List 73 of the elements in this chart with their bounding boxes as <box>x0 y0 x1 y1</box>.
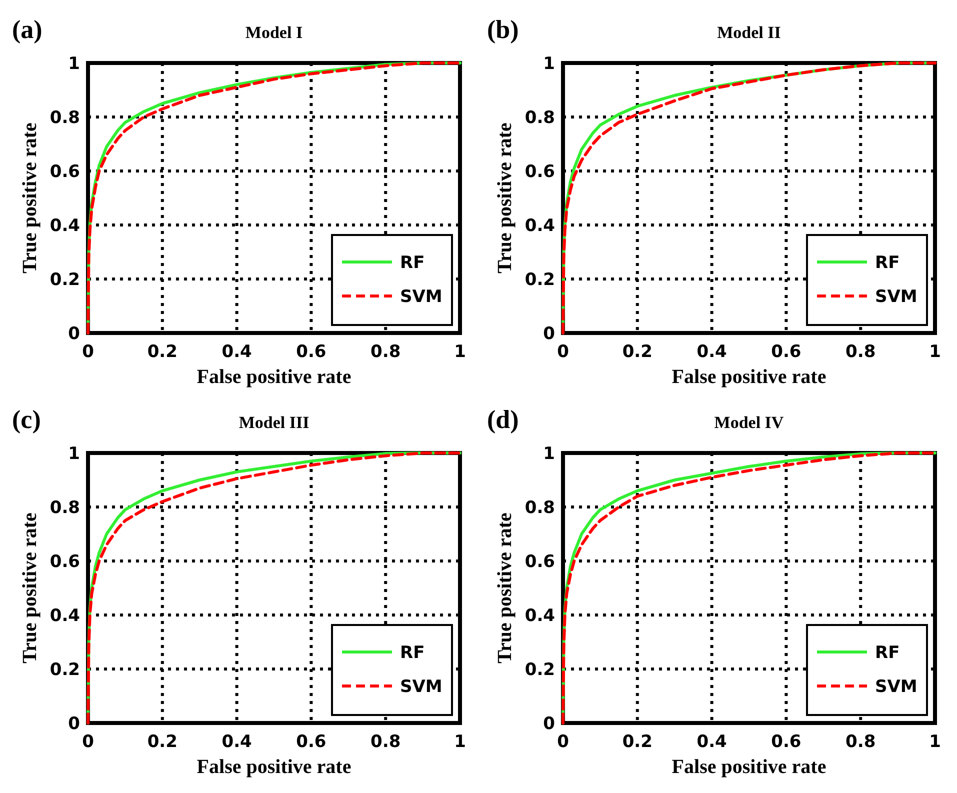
y-tick-label: 0.2 <box>524 660 555 680</box>
x-tick-label: 1 <box>929 732 941 752</box>
y-tick-label: 0.4 <box>524 216 556 236</box>
x-tick-label: 0.6 <box>296 732 326 752</box>
legend-label: SVM <box>875 287 918 307</box>
x-tick-label: 0.4 <box>696 732 728 752</box>
x-tick-label: 0.6 <box>771 732 802 752</box>
y-tick-label: 1 <box>543 444 555 464</box>
x-tick-label: 0.8 <box>370 342 401 362</box>
x-tick-label: 0.8 <box>846 732 876 752</box>
chart-title: Model III <box>238 413 310 432</box>
y-tick-label: 0.4 <box>524 606 556 626</box>
y-tick-label: 0.8 <box>524 498 555 518</box>
legend-label: SVM <box>400 287 442 307</box>
y-axis-title: True positive rate <box>19 512 41 664</box>
y-tick-label: 0.2 <box>50 270 80 290</box>
x-tick-label: 0 <box>82 342 94 362</box>
y-tick-label: 0.8 <box>524 108 555 128</box>
x-axis-title: False positive rate <box>196 756 352 778</box>
y-tick-label: 0.6 <box>524 552 555 572</box>
x-tick-label: 1 <box>454 342 466 362</box>
legend-label: SVM <box>875 677 918 697</box>
x-tick-label: 0 <box>82 732 94 752</box>
y-tick-label: 1 <box>543 54 555 74</box>
x-tick-label: 0.6 <box>296 342 326 362</box>
y-tick-label: 0.6 <box>524 162 555 182</box>
chart-title: Model I <box>245 23 303 42</box>
x-tick-label: 1 <box>929 342 941 362</box>
text: (b) <box>487 15 519 44</box>
y-axis-title: True positive rate <box>494 512 516 664</box>
y-tick-label: 0 <box>68 714 80 734</box>
y-tick-label: 0 <box>543 714 556 734</box>
x-tick-label: 0.2 <box>622 342 652 362</box>
y-tick-label: 0.8 <box>50 498 80 518</box>
legend-label: RF <box>875 253 900 273</box>
chart-title: Model IV <box>714 413 784 432</box>
y-tick-label: 0.4 <box>50 216 80 236</box>
y-tick-label: 0.6 <box>50 162 80 182</box>
x-tick-label: 0.4 <box>222 732 252 752</box>
x-tick-label: 0.8 <box>846 342 876 362</box>
x-tick-label: 0 <box>557 342 570 362</box>
text: (c) <box>12 405 41 434</box>
legend-label: RF <box>400 253 425 273</box>
y-tick-label: 0.4 <box>50 606 80 626</box>
x-tick-label: 1 <box>454 732 466 752</box>
legend-label: RF <box>875 643 900 663</box>
x-axis-title: False positive rate <box>672 756 826 778</box>
x-tick-label: 0.6 <box>771 342 802 362</box>
x-tick-label: 0.4 <box>696 342 728 362</box>
y-tick-label: 0.2 <box>524 270 555 290</box>
x-axis-title: False positive rate <box>672 366 826 388</box>
legend-label: RF <box>400 643 425 663</box>
chart-title: Model II <box>717 23 782 42</box>
y-tick-label: 1 <box>68 444 80 464</box>
y-axis-title: True positive rate <box>19 122 41 274</box>
line-series <box>562 62 936 334</box>
y-tick-label: 0.6 <box>50 552 80 572</box>
x-tick-label: 0.2 <box>147 342 178 362</box>
y-axis-title: True positive rate <box>494 122 516 274</box>
x-tick-label: 0.2 <box>622 732 652 752</box>
text: (a) <box>12 15 42 44</box>
x-tick-label: 0.2 <box>147 732 178 752</box>
legend-label: SVM <box>400 677 442 697</box>
x-axis-title: False positive rate <box>196 366 352 388</box>
y-tick-label: 0 <box>543 324 556 344</box>
y-tick-label: 0 <box>68 324 80 344</box>
text: (d) <box>487 405 519 434</box>
x-tick-label: 0.4 <box>222 342 252 362</box>
x-tick-label: 0.8 <box>370 732 401 752</box>
x-tick-label: 0 <box>557 732 570 752</box>
y-tick-label: 0.2 <box>50 660 80 680</box>
y-tick-label: 0.8 <box>50 108 80 128</box>
y-tick-label: 1 <box>68 54 80 74</box>
